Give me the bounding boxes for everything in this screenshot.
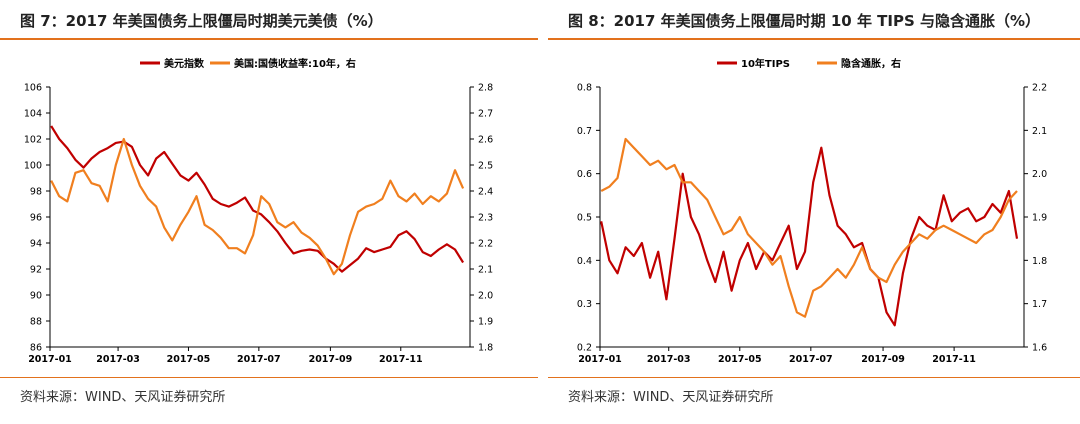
x-tick-label: 2017-03 — [647, 354, 691, 365]
x-tick-label: 2017-11 — [932, 354, 976, 365]
y-tick-label-right: 1.9 — [478, 317, 493, 328]
y-tick-label-left: 0.3 — [577, 299, 592, 310]
x-tick-label: 2017-09 — [861, 354, 905, 365]
y-tick-label-right: 2.3 — [478, 213, 493, 224]
y-tick-label-left: 0.4 — [577, 256, 592, 267]
x-tick-label: 2017-07 — [237, 354, 281, 365]
y-tick-label-left: 0.6 — [577, 169, 592, 180]
y-tick-label-right: 2.2 — [1032, 83, 1047, 94]
chart-title: 图 7：2017 年美国债务上限僵局时期美元美债（%） — [20, 12, 383, 30]
footer-rule — [548, 377, 1080, 378]
title-rule — [548, 38, 1080, 40]
y-tick-label-left: 100 — [24, 161, 42, 172]
y-tick-label-right: 1.8 — [1032, 256, 1047, 267]
y-tick-label-right: 2.1 — [1032, 126, 1047, 137]
x-tick-label: 2017-03 — [96, 354, 140, 365]
x-tick-label: 2017-05 — [167, 354, 211, 365]
line-chart-usd-treasury: 86 88 90 92 94 96 98 100 102 104 106 1.8 1.9 2.0 2.1 2.… — [24, 57, 493, 365]
y-tick-label-right: 2.0 — [478, 291, 493, 302]
y-tick-label-right: 2.1 — [478, 265, 493, 276]
chart-panel-2: 图 8：2017 年美国债务上限僵局时期 10 年 TIPS 与隐含通胀（%） … — [548, 0, 1080, 424]
x-tick-label: 2017-07 — [789, 354, 833, 365]
x-tick-label: 2017-09 — [309, 354, 353, 365]
y-tick-label-left: 0.5 — [577, 213, 592, 224]
legend-label-1: 隐含通胀，右 — [841, 57, 901, 70]
y-tick-label-right: 2.0 — [1032, 169, 1047, 180]
series-line-1 — [600, 137, 1018, 318]
y-tick-label-left: 0.8 — [577, 83, 592, 94]
series-line-1 — [50, 137, 465, 276]
y-tick-label-right: 1.6 — [1032, 343, 1047, 354]
y-tick-label-right: 1.9 — [1032, 213, 1047, 224]
y-tick-label-left: 90 — [30, 291, 42, 302]
series-line-0 — [600, 146, 1019, 327]
y-tick-label-right: 2.5 — [478, 161, 493, 172]
y-tick-label-right: 2.6 — [478, 135, 493, 146]
chart-title: 图 8：2017 年美国债务上限僵局时期 10 年 TIPS 与隐含通胀（%） — [568, 12, 1041, 30]
x-tick-label: 2017-11 — [379, 354, 423, 365]
y-tick-label-left: 102 — [24, 135, 42, 146]
x-tick-label: 2017-01 — [578, 354, 622, 365]
title-rule — [0, 38, 538, 40]
y-tick-label-left: 98 — [30, 187, 42, 198]
legend-label-0: 美元指数 — [164, 57, 205, 70]
y-tick-label-right: 2.8 — [478, 83, 493, 94]
y-tick-label-left: 106 — [24, 83, 42, 94]
x-tick-label: 2017-01 — [28, 354, 72, 365]
y-tick-label-left: 92 — [30, 265, 42, 276]
footer-rule — [0, 377, 538, 378]
source-note: 资料来源：WIND、天风证券研究所 — [20, 390, 226, 405]
legend-label-0: 10年TIPS — [741, 57, 790, 70]
y-tick-label-right: 1.7 — [1032, 299, 1047, 310]
chart-panel-1: 图 7：2017 年美国债务上限僵局时期美元美债（%） 86 88 90 92 94 96… — [0, 0, 538, 424]
y-tick-label-left: 104 — [24, 109, 42, 120]
y-tick-label-left: 96 — [30, 213, 42, 224]
y-tick-label-left: 0.7 — [577, 126, 592, 137]
y-tick-label-left: 94 — [30, 239, 42, 250]
legend-label-1: 美国:国债收益率:10年，右 — [234, 57, 356, 70]
source-note: 资料来源：WIND、天风证券研究所 — [568, 390, 774, 405]
y-tick-label-left: 86 — [30, 343, 42, 354]
line-chart-tips-inflation: 0.2 0.3 0.4 0.5 0.6 0.7 0.8 1.6 1.7 1.8 1.9 2.0 2.1 2… — [577, 57, 1047, 365]
y-tick-label-right: 2.7 — [478, 109, 493, 120]
y-tick-label-right: 1.8 — [478, 343, 493, 354]
y-tick-label-left: 88 — [30, 317, 42, 328]
x-tick-label: 2017-05 — [718, 354, 762, 365]
y-tick-label-left: 0.2 — [577, 343, 592, 354]
y-tick-label-right: 2.2 — [478, 239, 493, 250]
y-tick-label-right: 2.4 — [478, 187, 493, 198]
